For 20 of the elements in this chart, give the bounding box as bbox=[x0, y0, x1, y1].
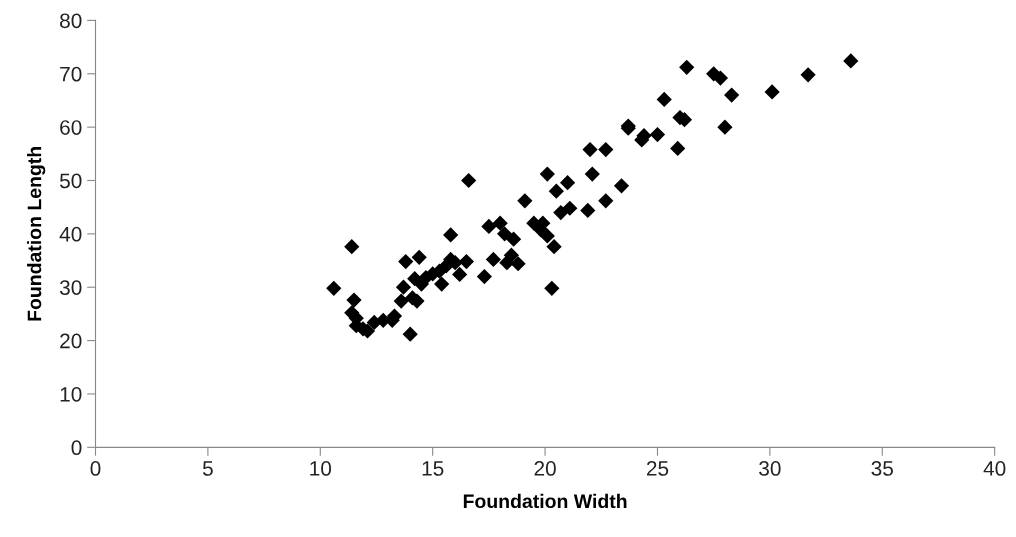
y-tick-label: 80 bbox=[60, 13, 82, 29]
y-tick-label: 60 bbox=[60, 120, 82, 135]
y-tick-label: 30 bbox=[59, 280, 82, 295]
x-tick-label: 5 bbox=[202, 461, 213, 476]
x-tick-label: 40 bbox=[983, 461, 1006, 476]
x-tick-label: 0 bbox=[90, 461, 101, 476]
x-tick-label: 10 bbox=[310, 461, 332, 476]
y-tick-label: 40 bbox=[59, 226, 82, 242]
y-tick-label: 20 bbox=[60, 333, 82, 349]
y-axis-title: Foundation Length bbox=[27, 147, 46, 321]
x-tick-label: 25 bbox=[646, 461, 669, 476]
y-tick-label: 10 bbox=[60, 386, 82, 402]
y-tick-label: 50 bbox=[59, 173, 82, 189]
x-axis-title: Foundation Width bbox=[463, 493, 627, 509]
x-tick-label: 30 bbox=[759, 461, 781, 476]
x-tick-label: 20 bbox=[534, 461, 556, 476]
y-tick-label: 70 bbox=[60, 66, 82, 82]
y-tick-label: 0 bbox=[71, 440, 82, 456]
x-tick-label: 35 bbox=[871, 461, 893, 476]
x-tick-label: 15 bbox=[422, 461, 444, 476]
